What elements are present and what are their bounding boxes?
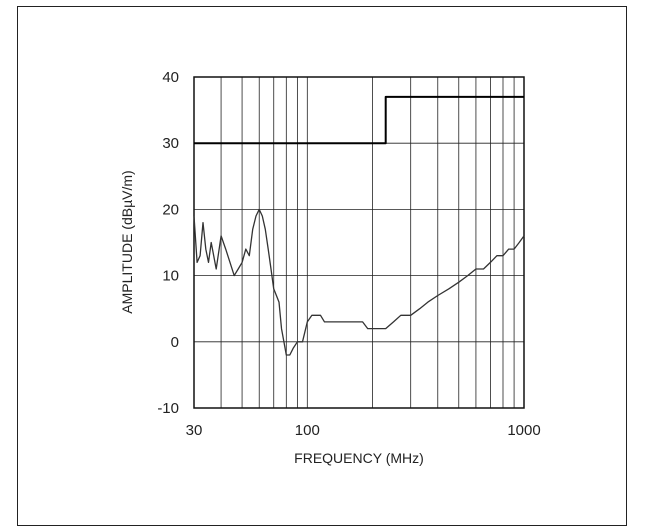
y-tick-label: 20	[162, 201, 179, 218]
plot-border	[193, 76, 525, 409]
emission-trace	[193, 208, 525, 356]
x-axis-title: FREQUENCY (MHz)	[294, 450, 424, 466]
limit-line	[194, 95, 524, 145]
y-tick-label: 10	[162, 268, 179, 285]
x-tick-label: 100	[295, 422, 320, 439]
y-tick-label: 0	[171, 334, 179, 351]
y-tick-label: 40	[162, 69, 179, 86]
figure-frame	[17, 6, 627, 526]
y-tick-label: 30	[162, 135, 179, 152]
y-tick-labels: -10 0 10 20 30 40	[157, 69, 179, 417]
x-tick-label: 30	[186, 422, 203, 439]
x-tick-labels: 30 100 1000	[186, 422, 541, 439]
y-axis-title: AMPLITUDE (dBµV/m)	[119, 170, 135, 313]
x-tick-label: 1000	[507, 422, 540, 439]
series-layer	[193, 95, 525, 356]
grid	[194, 77, 524, 408]
y-tick-label: -10	[157, 400, 179, 417]
